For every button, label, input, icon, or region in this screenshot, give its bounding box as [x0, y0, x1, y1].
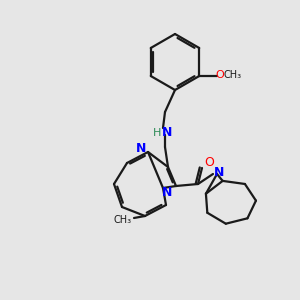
Text: H: H	[153, 128, 161, 138]
Text: O: O	[216, 70, 225, 80]
Text: CH₃: CH₃	[114, 215, 132, 225]
Text: N: N	[136, 142, 146, 155]
Text: CH₃: CH₃	[223, 70, 241, 80]
Text: N: N	[162, 187, 172, 200]
Text: N: N	[162, 125, 172, 139]
Text: N: N	[214, 167, 224, 179]
Text: O: O	[204, 157, 214, 169]
